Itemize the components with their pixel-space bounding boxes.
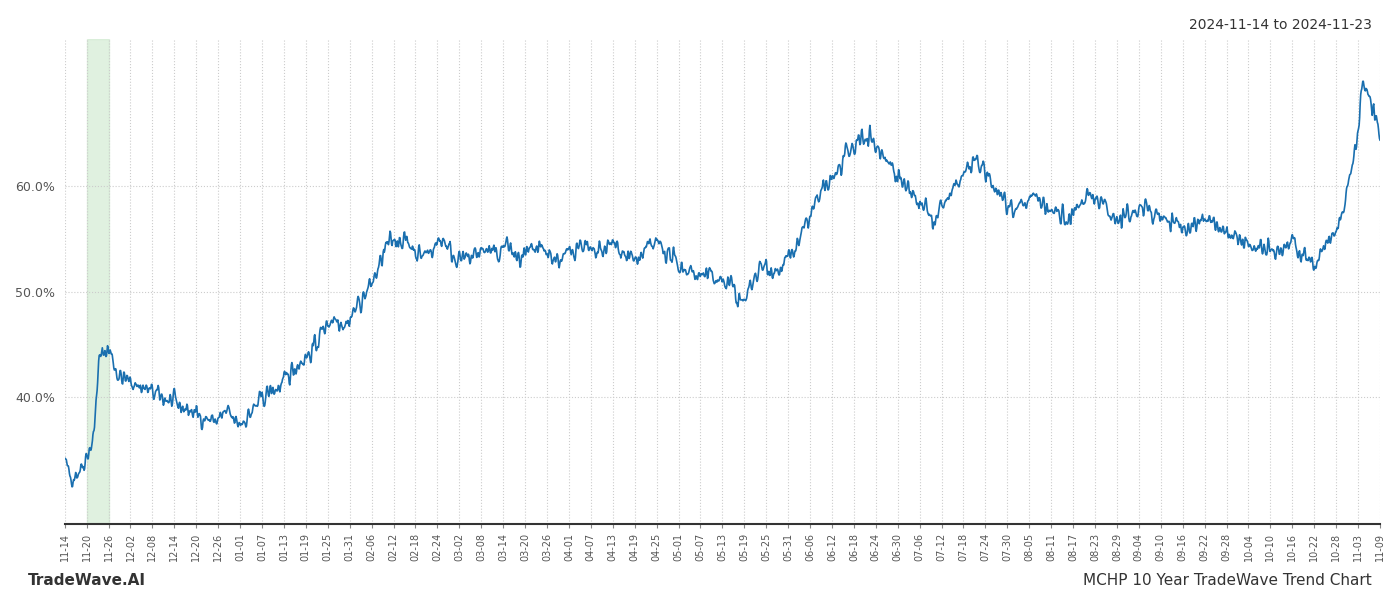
Text: MCHP 10 Year TradeWave Trend Chart: MCHP 10 Year TradeWave Trend Chart [1084, 573, 1372, 588]
Text: 2024-11-14 to 2024-11-23: 2024-11-14 to 2024-11-23 [1189, 18, 1372, 32]
Bar [87, 39, 109, 524]
Text: TradeWave.AI: TradeWave.AI [28, 573, 146, 588]
